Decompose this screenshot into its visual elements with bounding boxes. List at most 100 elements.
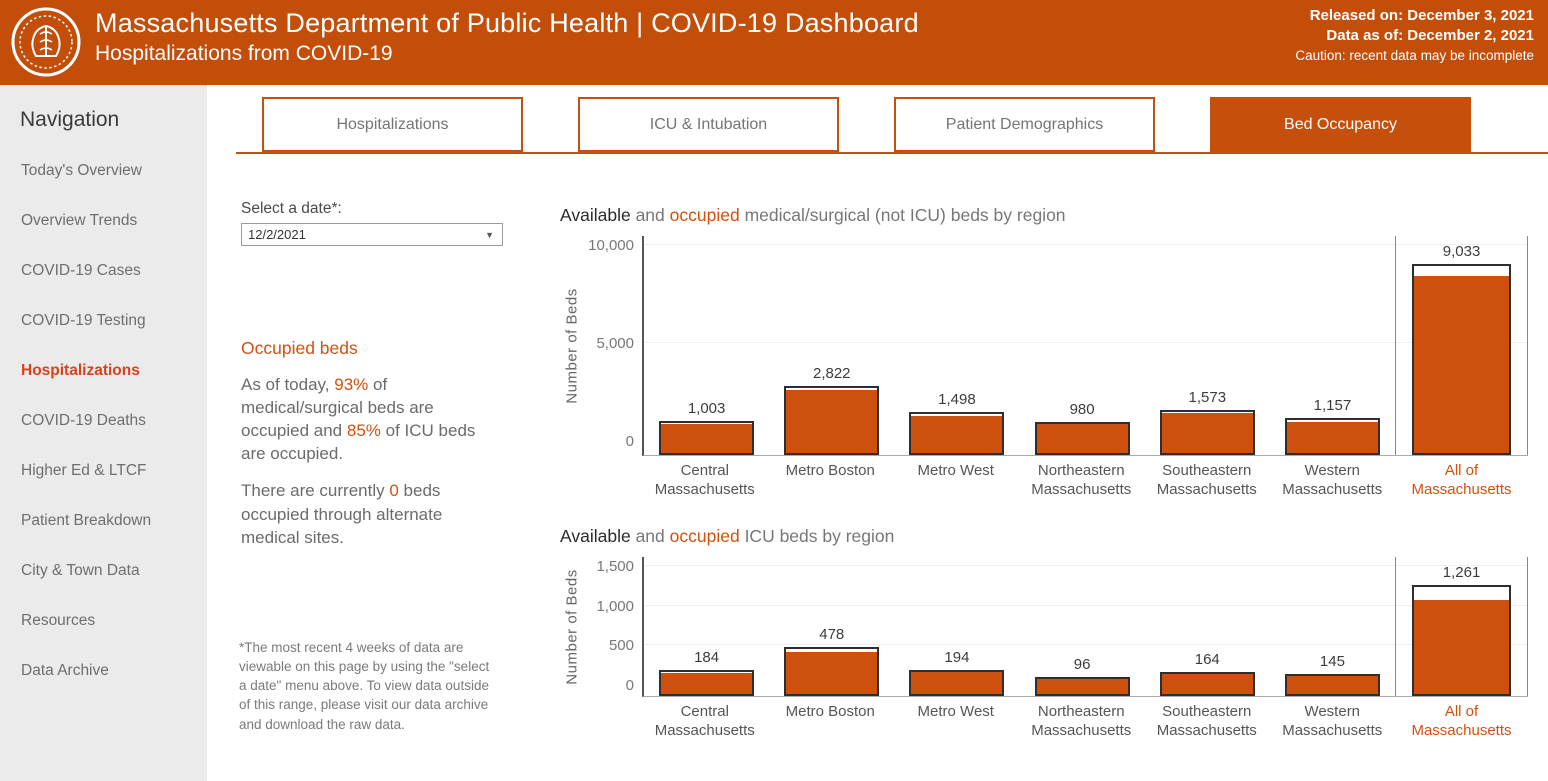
tab-patient-demographics[interactable]: Patient Demographics: [894, 97, 1155, 152]
x-axis-label: Metro West: [917, 703, 994, 720]
sidebar-item-covid19-cases[interactable]: COVID-19 Cases: [21, 262, 141, 279]
icu-bar-southeastern-massachusetts[interactable]: [1159, 672, 1255, 696]
bar-value-label: 1,003: [687, 400, 726, 418]
medsurg-bar-central-massachusetts[interactable]: [659, 421, 755, 455]
medsurg-beds-chart: Available and occupied medical/surgical …: [560, 205, 1529, 500]
plot-and-labels: 1,003 2,822 1,498 980 1,573 1,157 9,033 Central…: [642, 236, 1529, 500]
x-axis-label: Northeastern Massachusetts: [1031, 462, 1132, 498]
x-axis-labels: Central Massachusetts Metro Boston Metro We…: [642, 462, 1528, 500]
bar-column: 1,157: [1270, 236, 1395, 455]
x-axis-labels: Central Massachusetts Metro Boston Metro We…: [642, 703, 1528, 741]
sidebar-item-resources[interactable]: Resources: [21, 612, 96, 629]
occupied-segment: [911, 672, 1003, 694]
medsurg-occupied-pct: 93%: [334, 375, 369, 394]
date-select-dropdown[interactable]: 12/2/2021 ▼: [241, 223, 503, 246]
occupied-segment: [911, 415, 1003, 453]
page-subtitle: Hospitalizations from COVID-19: [95, 42, 393, 65]
bar-column: 96: [1020, 557, 1145, 696]
y-tick-label: 500: [608, 637, 634, 655]
tab-bar: Hospitalizations ICU & Intubation Patien…: [262, 97, 1471, 152]
medsurg-bar-metro-boston[interactable]: [784, 385, 880, 455]
alternate-beds-count: 0: [389, 481, 399, 501]
date-range-footnote: *The most recent 4 weeks of data are vie…: [239, 640, 490, 732]
date-select-value: 12/2/2021: [248, 227, 306, 242]
bar-value-label: 1,573: [1188, 389, 1227, 407]
bar-column: 1,003: [644, 236, 769, 455]
y-tick-label: 5,000: [596, 335, 634, 352]
icu-bar-central-massachusetts[interactable]: [659, 670, 755, 696]
icu-bar-metro-west[interactable]: [909, 669, 1005, 696]
bar-value-label: 145: [1319, 652, 1345, 670]
medsurg-bar-western-massachusetts[interactable]: [1284, 418, 1380, 455]
icu-bar-metro-boston[interactable]: [784, 647, 880, 696]
medsurg-bar-southeastern-massachusetts[interactable]: [1159, 410, 1255, 455]
x-axis-label: Metro Boston: [785, 462, 875, 479]
chart-body: Number of Beds 0 5,000 10,000 1,003 2,822 1,49…: [560, 236, 1529, 500]
gridline: [644, 342, 1528, 343]
medsurg-bar-metro-west[interactable]: [909, 411, 1005, 455]
occupied-segment: [1286, 421, 1378, 453]
occupied-segment: [1413, 276, 1510, 453]
sidebar-item-patient-breakdown[interactable]: Patient Breakdown: [21, 512, 152, 529]
icu-bar-northeastern-massachusetts[interactable]: [1034, 677, 1130, 696]
y-tick-label: 0: [625, 677, 634, 694]
x-axis-label: Metro Boston: [785, 703, 875, 720]
icu-occupied-pct: 85%: [346, 421, 381, 441]
chart-body: Number of Beds 0 500 1,000 1,500 184 478 194 96 1…: [560, 557, 1529, 741]
sidebar-item-covid19-testing[interactable]: COVID-19 Testing: [21, 312, 146, 329]
caution-note: Caution: recent data may be incomplete: [1295, 47, 1534, 63]
occupancy-summary-text: As of today, 93% of medical/surgical bed…: [241, 375, 476, 464]
ma-dph-seal-icon: [11, 7, 81, 77]
bar-column: 1,261: [1395, 557, 1529, 696]
occupied-segment: [1036, 679, 1128, 694]
y-tick-label: 10,000: [588, 237, 634, 254]
x-axis-label: Southeastern Massachusetts: [1156, 462, 1257, 498]
sidebar-item-data-archive[interactable]: Data Archive: [21, 662, 109, 679]
x-axis-label: Southeastern Massachusetts: [1156, 703, 1257, 739]
occupied-segment: [661, 673, 753, 694]
alternate-sites-text: There are currently 0 beds occupied thro…: [241, 481, 443, 547]
bar-value-label: 1,157: [1313, 397, 1352, 415]
occupied-segment: [786, 652, 878, 694]
bar-column: 1,498: [894, 236, 1019, 455]
bar-column: 478: [769, 557, 894, 696]
gridline: [644, 565, 1528, 566]
bar-column: 2,822: [769, 236, 894, 455]
sidebar-item-higher-ed-ltcf[interactable]: Higher Ed & LTCF: [21, 462, 147, 479]
tab-bed-occupancy[interactable]: Bed Occupancy: [1210, 97, 1471, 152]
icu-beds-chart: Available and occupied ICU beds by regio…: [560, 526, 1529, 741]
bar-value-label: 1,261: [1442, 563, 1481, 581]
x-axis-label: Metro West: [917, 462, 994, 479]
sidebar-item-hospitalizations[interactable]: Hospitalizations: [21, 362, 140, 379]
chart-title: Available and occupied ICU beds by regio…: [560, 526, 895, 546]
bar-column: 164: [1145, 557, 1270, 696]
medsurg-bar-all-of-massachusetts[interactable]: [1411, 263, 1512, 455]
tab-hospitalizations[interactable]: Hospitalizations: [262, 97, 523, 152]
x-axis-label: All of Massachusetts: [1411, 703, 1512, 739]
icu-bar-all-of-massachusetts[interactable]: [1411, 584, 1512, 696]
y-tick-label: 0: [625, 433, 634, 450]
occupied-beds-heading: Occupied beds: [241, 338, 358, 358]
sidebar-item-overview-trends[interactable]: Overview Trends: [21, 212, 138, 229]
sidebar-item-covid19-deaths[interactable]: COVID-19 Deaths: [21, 412, 146, 429]
occupied-segment: [1161, 674, 1253, 694]
page-title: Massachusetts Department of Public Healt…: [95, 8, 919, 38]
bar-value-label: 9,033: [1442, 242, 1481, 260]
y-axis-title: Number of Beds: [563, 288, 581, 404]
gridline: [644, 244, 1528, 245]
x-axis-label: Central Massachusetts: [654, 703, 755, 739]
x-axis-label: Western Massachusetts: [1282, 703, 1383, 739]
gridline: [644, 604, 1528, 606]
sidebar-item-city-town-data[interactable]: City & Town Data: [21, 562, 140, 579]
bar-value-label: 1,498: [938, 390, 976, 408]
occupied-segment: [1286, 675, 1378, 694]
bar-column: 184: [644, 557, 769, 696]
tab-icu-intubation[interactable]: ICU & Intubation: [578, 97, 839, 152]
medsurg-bar-northeastern-massachusetts[interactable]: [1034, 421, 1130, 455]
navigation-sidebar: Navigation Today's Overview Overview Tre…: [0, 85, 207, 781]
sidebar-item-todays-overview[interactable]: Today's Overview: [21, 162, 142, 179]
icu-bar-western-massachusetts[interactable]: [1284, 673, 1380, 696]
occupied-segment: [1161, 413, 1253, 453]
bar-value-label: 478: [819, 626, 845, 644]
y-tick-label: 1,500: [596, 558, 634, 575]
